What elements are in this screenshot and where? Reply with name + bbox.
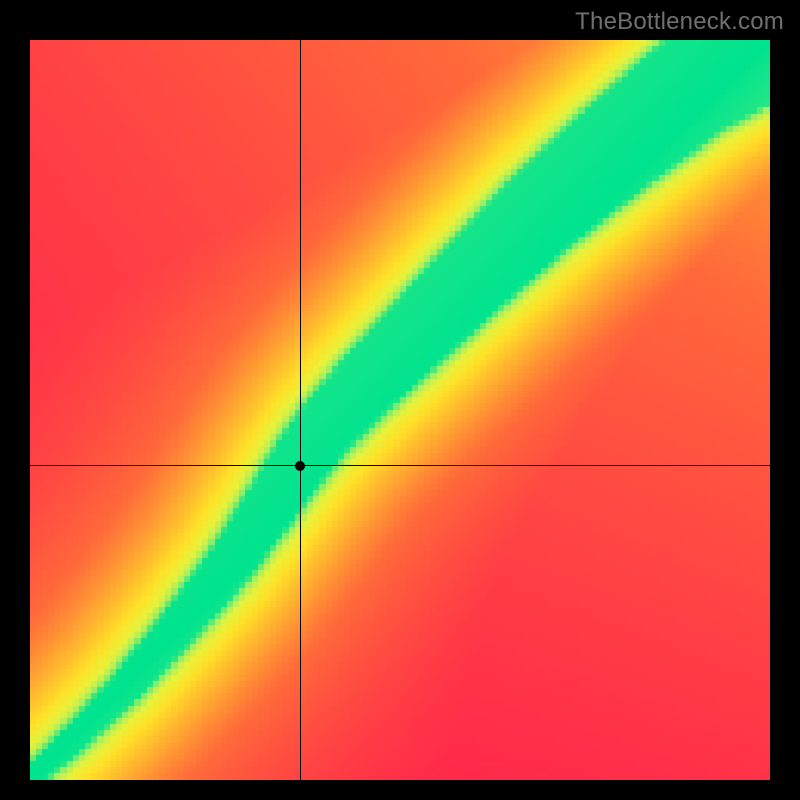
crosshair-dot	[295, 461, 305, 471]
crosshair-horizontal	[30, 465, 770, 466]
watermark-text: TheBottleneck.com	[575, 8, 784, 36]
heatmap-canvas	[30, 40, 770, 780]
heatmap-plot	[30, 40, 770, 780]
crosshair-vertical	[300, 40, 301, 780]
